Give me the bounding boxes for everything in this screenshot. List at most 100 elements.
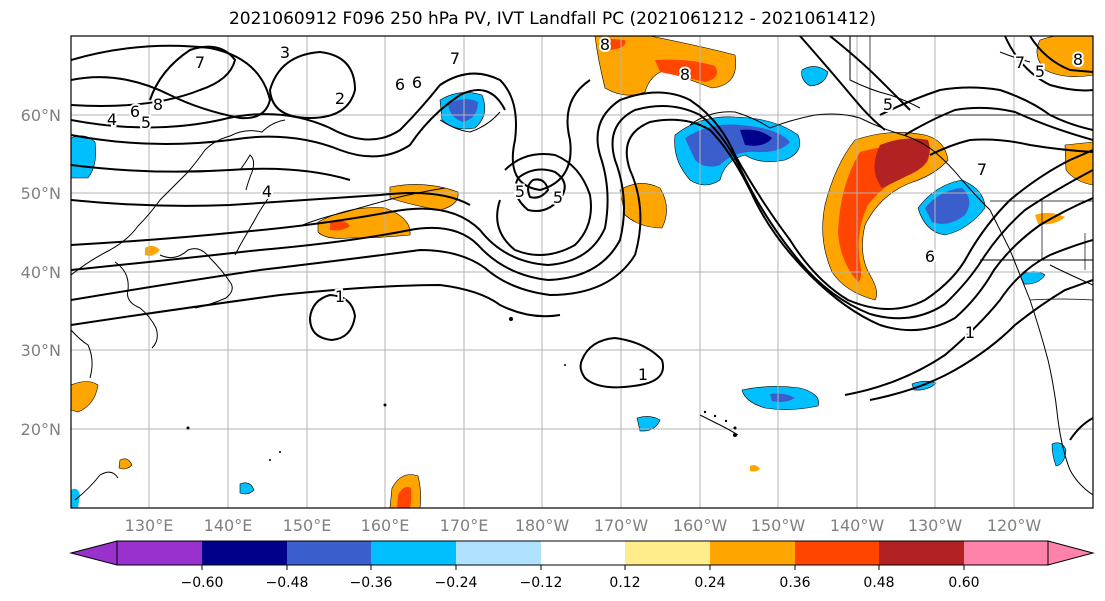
contour-label: 8 bbox=[1073, 50, 1083, 69]
contour-label: 7 bbox=[195, 53, 205, 72]
negative-anomaly bbox=[636, 416, 661, 432]
map-frame bbox=[70, 35, 1094, 509]
colorbar-segment bbox=[710, 541, 795, 565]
negative-anomaly bbox=[448, 98, 478, 122]
positive-anomaly bbox=[600, 38, 626, 50]
colorbar-segment bbox=[287, 541, 371, 565]
borders bbox=[869, 36, 1093, 301]
colorbar-tick-label: −0.60 bbox=[181, 575, 224, 591]
positive-anomaly bbox=[874, 138, 930, 188]
contour-label: 6 bbox=[412, 73, 422, 92]
colorbar-segment bbox=[795, 541, 879, 565]
colorbar-tick-label: 0.24 bbox=[694, 575, 725, 591]
lon-label: 130°E bbox=[125, 516, 174, 535]
colorbar-tick-label: −0.24 bbox=[435, 575, 478, 591]
longitude-labels: 130°E 140°E 150°E 160°E 170°E 180°W 170°… bbox=[125, 516, 1042, 535]
contour-label: 4 bbox=[107, 110, 117, 129]
lon-label: 170°E bbox=[440, 516, 489, 535]
negative-anomaly bbox=[71, 135, 96, 179]
contour-label: 5 bbox=[883, 95, 893, 114]
lat-label: 20°N bbox=[21, 420, 61, 439]
lon-label: 160°E bbox=[361, 516, 410, 535]
pv-contours bbox=[71, 36, 1093, 441]
colorbar-tick-labels: −0.60 −0.48 −0.36 −0.24 −0.12 0.12 0.24 … bbox=[181, 575, 980, 591]
contour-label: 4 bbox=[262, 182, 272, 201]
negative-anomaly bbox=[925, 188, 970, 224]
contour-label: 5 bbox=[141, 113, 151, 132]
positive-anomaly bbox=[750, 465, 760, 472]
colorbar-border bbox=[116, 540, 1049, 566]
positive-anomaly bbox=[330, 220, 350, 231]
contour-label-group: 7 3 8 6 5 2 4 6 7 8 4 5 1 1 8 7 5 6 1 7 … bbox=[105, 35, 1085, 386]
colorbar-tick-label: −0.12 bbox=[520, 575, 563, 591]
positive-anomaly bbox=[838, 146, 929, 282]
lon-label: 130°W bbox=[908, 516, 963, 535]
shading-layer bbox=[71, 36, 1093, 508]
negative-anomaly bbox=[740, 129, 772, 146]
lon-label: 150°W bbox=[751, 516, 806, 535]
positive-anomaly bbox=[619, 183, 667, 229]
lat-label: 40°N bbox=[21, 263, 61, 282]
colorbar-segment bbox=[879, 541, 964, 565]
contour-label: 6 bbox=[395, 75, 405, 94]
lon-label: 180°W bbox=[515, 516, 570, 535]
colorbar-tick-label: 0.12 bbox=[609, 575, 640, 591]
colorbar-segment bbox=[625, 541, 710, 565]
contour-label: 3 bbox=[280, 43, 290, 62]
contour-label: 7 bbox=[977, 160, 987, 179]
negative-anomaly bbox=[1051, 442, 1067, 467]
contour-label: 5 bbox=[1035, 62, 1045, 81]
contour-label: 6 bbox=[130, 102, 140, 121]
contour-label: 5 bbox=[515, 182, 525, 201]
positive-anomaly bbox=[397, 486, 412, 508]
contour-label: 8 bbox=[153, 95, 163, 114]
colorbar-segment bbox=[964, 541, 1048, 565]
contour-label: 8 bbox=[680, 65, 690, 84]
contour-label: 1 bbox=[638, 365, 648, 384]
positive-anomaly bbox=[118, 458, 133, 470]
colorbar-segment bbox=[371, 541, 456, 565]
negative-anomaly bbox=[239, 482, 255, 495]
positive-anomaly bbox=[655, 59, 718, 82]
colorbar-tick-label: 0.60 bbox=[948, 575, 979, 591]
colorbar-segment bbox=[456, 541, 541, 565]
lat-label: 60°N bbox=[21, 106, 61, 125]
lon-label: 160°W bbox=[673, 516, 728, 535]
contour-label: 7 bbox=[450, 49, 460, 68]
negative-anomaly bbox=[770, 393, 795, 402]
positive-anomaly bbox=[389, 184, 459, 211]
positive-anomaly bbox=[71, 381, 99, 413]
colorbar-arrow-right bbox=[1047, 540, 1095, 566]
positive-anomaly bbox=[317, 207, 411, 239]
negative-anomaly bbox=[801, 66, 829, 87]
lat-label: 50°N bbox=[21, 184, 61, 203]
negative-anomaly bbox=[71, 488, 80, 508]
lon-label: 120°W bbox=[987, 516, 1042, 535]
lon-label: 170°W bbox=[594, 516, 649, 535]
colorbar-ticks bbox=[201, 565, 965, 570]
contour-label: 8 bbox=[600, 35, 610, 54]
colorbar-tick-label: 0.36 bbox=[779, 575, 810, 591]
colorbar-tick-label: −0.48 bbox=[266, 575, 309, 591]
contour-label: 7 bbox=[1015, 53, 1025, 72]
contour-label: 1 bbox=[965, 323, 975, 342]
contour-label: 1 bbox=[335, 287, 345, 306]
colorbar-tick-label: −0.36 bbox=[350, 575, 393, 591]
lat-label: 30°N bbox=[21, 341, 61, 360]
map-title: 2021060912 F096 250 hPa PV, IVT Landfall… bbox=[228, 9, 876, 29]
contour-label: 2 bbox=[335, 89, 345, 108]
islands bbox=[186, 317, 737, 461]
lon-label: 140°W bbox=[830, 516, 885, 535]
colorbar: −0.60 −0.48 −0.36 −0.24 −0.12 0.12 0.24 … bbox=[69, 540, 1095, 591]
colorbar-segment bbox=[117, 541, 202, 565]
colorbar-segment bbox=[202, 541, 287, 565]
colorbar-arrow-left bbox=[69, 540, 118, 566]
latitude-labels: 60°N 50°N 40°N 30°N 20°N bbox=[21, 106, 61, 439]
colorbar-tick-label: 0.48 bbox=[863, 575, 894, 591]
contour-label: 6 bbox=[925, 247, 935, 266]
lon-label: 150°E bbox=[283, 516, 332, 535]
contour-label: 5 bbox=[553, 188, 563, 207]
colorbar-segment bbox=[541, 541, 625, 565]
lon-label: 140°E bbox=[204, 516, 253, 535]
